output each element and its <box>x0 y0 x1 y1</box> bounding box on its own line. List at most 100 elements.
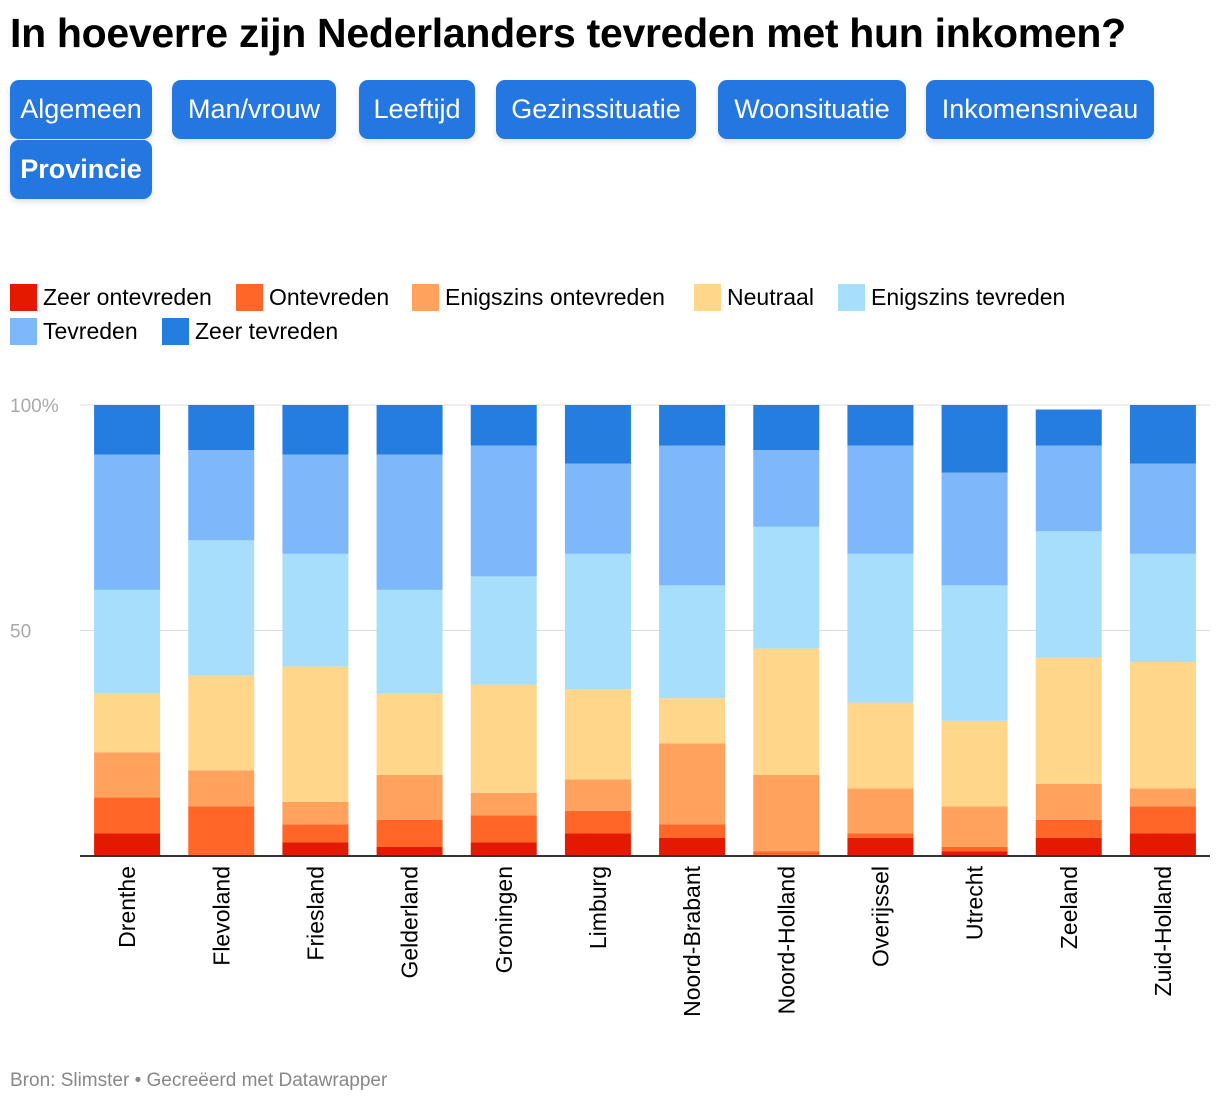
bar-segment <box>1035 783 1102 820</box>
bar-segment <box>282 553 349 667</box>
x-tick-label: Groningen <box>491 866 517 973</box>
legend-label: Enigszins ontevreden <box>445 284 665 310</box>
legend-item-enigszins-tevreden: Enigszins tevreden <box>838 284 1065 311</box>
bar-segment <box>470 684 537 793</box>
bar-segment <box>1035 409 1102 446</box>
bar-segment <box>376 774 443 820</box>
bar-segment <box>753 405 820 451</box>
x-tick-label: Zeeland <box>1056 866 1082 949</box>
bar-segment <box>1129 788 1196 807</box>
bar-segment <box>1129 553 1196 663</box>
bar-segment <box>94 833 161 856</box>
legend-swatch <box>412 284 439 311</box>
bar-segment <box>847 833 914 838</box>
bar-segment <box>659 743 726 825</box>
bar-segment <box>847 702 914 789</box>
bar-segment <box>659 585 726 699</box>
legend-label: Ontevreden <box>269 284 390 310</box>
legend-swatch <box>236 284 263 311</box>
bar-segment <box>941 846 1008 852</box>
legend-swatch <box>694 284 721 311</box>
bar-segment <box>188 405 255 451</box>
tab-man-vrouw[interactable]: Man/vrouw <box>172 80 336 139</box>
bar-segment <box>188 806 255 856</box>
bar-segment <box>659 824 726 838</box>
bar-segment <box>94 405 161 455</box>
bar-segment <box>470 815 537 843</box>
x-tick-label: Zuid-Holland <box>1150 866 1176 996</box>
bar-segment <box>282 842 349 856</box>
bar-segment <box>94 454 161 590</box>
bar-segment <box>1035 531 1102 658</box>
legend-label: Zeer ontevreden <box>43 284 212 310</box>
tab-algemeen[interactable]: Algemeen <box>10 80 152 139</box>
bar-segment <box>1129 662 1196 789</box>
x-tick-label: Gelderland <box>397 866 423 979</box>
bar-segment <box>941 585 1008 721</box>
bar-segment <box>188 770 255 807</box>
bar-segment <box>376 405 443 455</box>
y-tick-label: 100% <box>10 396 59 417</box>
tab-inkomensniveau[interactable]: Inkomensniveau <box>926 80 1154 139</box>
bar-segment <box>753 648 820 775</box>
legend-label: Neutraal <box>727 284 814 310</box>
bar-segment <box>188 450 255 541</box>
bar-segment <box>1035 837 1102 856</box>
bar-segment <box>1035 657 1102 784</box>
bar-segment <box>659 698 726 744</box>
bar-segment <box>941 472 1008 586</box>
bar-segment <box>282 824 349 843</box>
bar-segment <box>94 693 161 753</box>
bar-segment <box>659 837 726 856</box>
bar-segment <box>282 801 349 825</box>
bar-segment <box>376 454 443 590</box>
bar-segment <box>470 445 537 577</box>
bar-segment <box>847 837 914 856</box>
bar-segment <box>659 405 726 446</box>
legend-swatch <box>838 284 865 311</box>
bar-segment <box>564 553 631 690</box>
bar-segment <box>941 405 1008 473</box>
legend-label: Tevreden <box>43 318 138 344</box>
bar-segment <box>564 779 631 811</box>
bar-segment <box>376 589 443 694</box>
bar-segment <box>1035 819 1102 838</box>
bar-segment <box>1129 833 1196 856</box>
legend-item-zeer-ontevreden: Zeer ontevreden <box>10 284 212 311</box>
bar-segment <box>1129 405 1196 464</box>
bar-segment <box>282 405 349 455</box>
bar-segment <box>847 405 914 446</box>
legend-label: Enigszins tevreden <box>871 284 1066 310</box>
x-tick-label: Overijssel <box>867 866 893 967</box>
bar-segment <box>470 792 537 816</box>
legend-item-neutraal: Neutraal <box>694 284 814 311</box>
bar-segment <box>470 576 537 685</box>
bar-segment <box>1129 463 1196 554</box>
x-tick-label: Utrecht <box>962 865 988 940</box>
bar-segment <box>659 445 726 586</box>
tab-provincie[interactable]: Provincie <box>10 140 152 199</box>
bar-segment <box>564 405 631 464</box>
bar-segment <box>1035 445 1102 532</box>
tab-woonsituatie[interactable]: Woonsituatie <box>718 80 906 139</box>
bar-segment <box>847 788 914 834</box>
bar-segment <box>470 842 537 856</box>
bar-segment <box>188 540 255 676</box>
x-tick-label: Noord-Brabant <box>679 865 705 1016</box>
x-tick-label: Drenthe <box>114 866 140 948</box>
bar-segment <box>564 689 631 780</box>
bar-segment <box>847 553 914 703</box>
legend-label: Zeer tevreden <box>195 318 339 344</box>
tab-leeftijd[interactable]: Leeftijd <box>359 80 475 139</box>
bar-segment <box>753 450 820 527</box>
bar-segment <box>753 774 820 852</box>
x-tick-label: Limburg <box>585 866 611 949</box>
tab-gezinssituatie[interactable]: Gezinssituatie <box>496 80 696 139</box>
legend-item-tevreden: Tevreden <box>10 318 138 345</box>
bar-segment <box>564 810 631 834</box>
x-tick-label: Friesland <box>302 866 328 961</box>
bar-segment <box>376 846 443 856</box>
bar-segment <box>941 851 1008 856</box>
bar-segment <box>94 797 161 834</box>
legend-item-zeer-tevreden: Zeer tevreden <box>162 318 338 345</box>
